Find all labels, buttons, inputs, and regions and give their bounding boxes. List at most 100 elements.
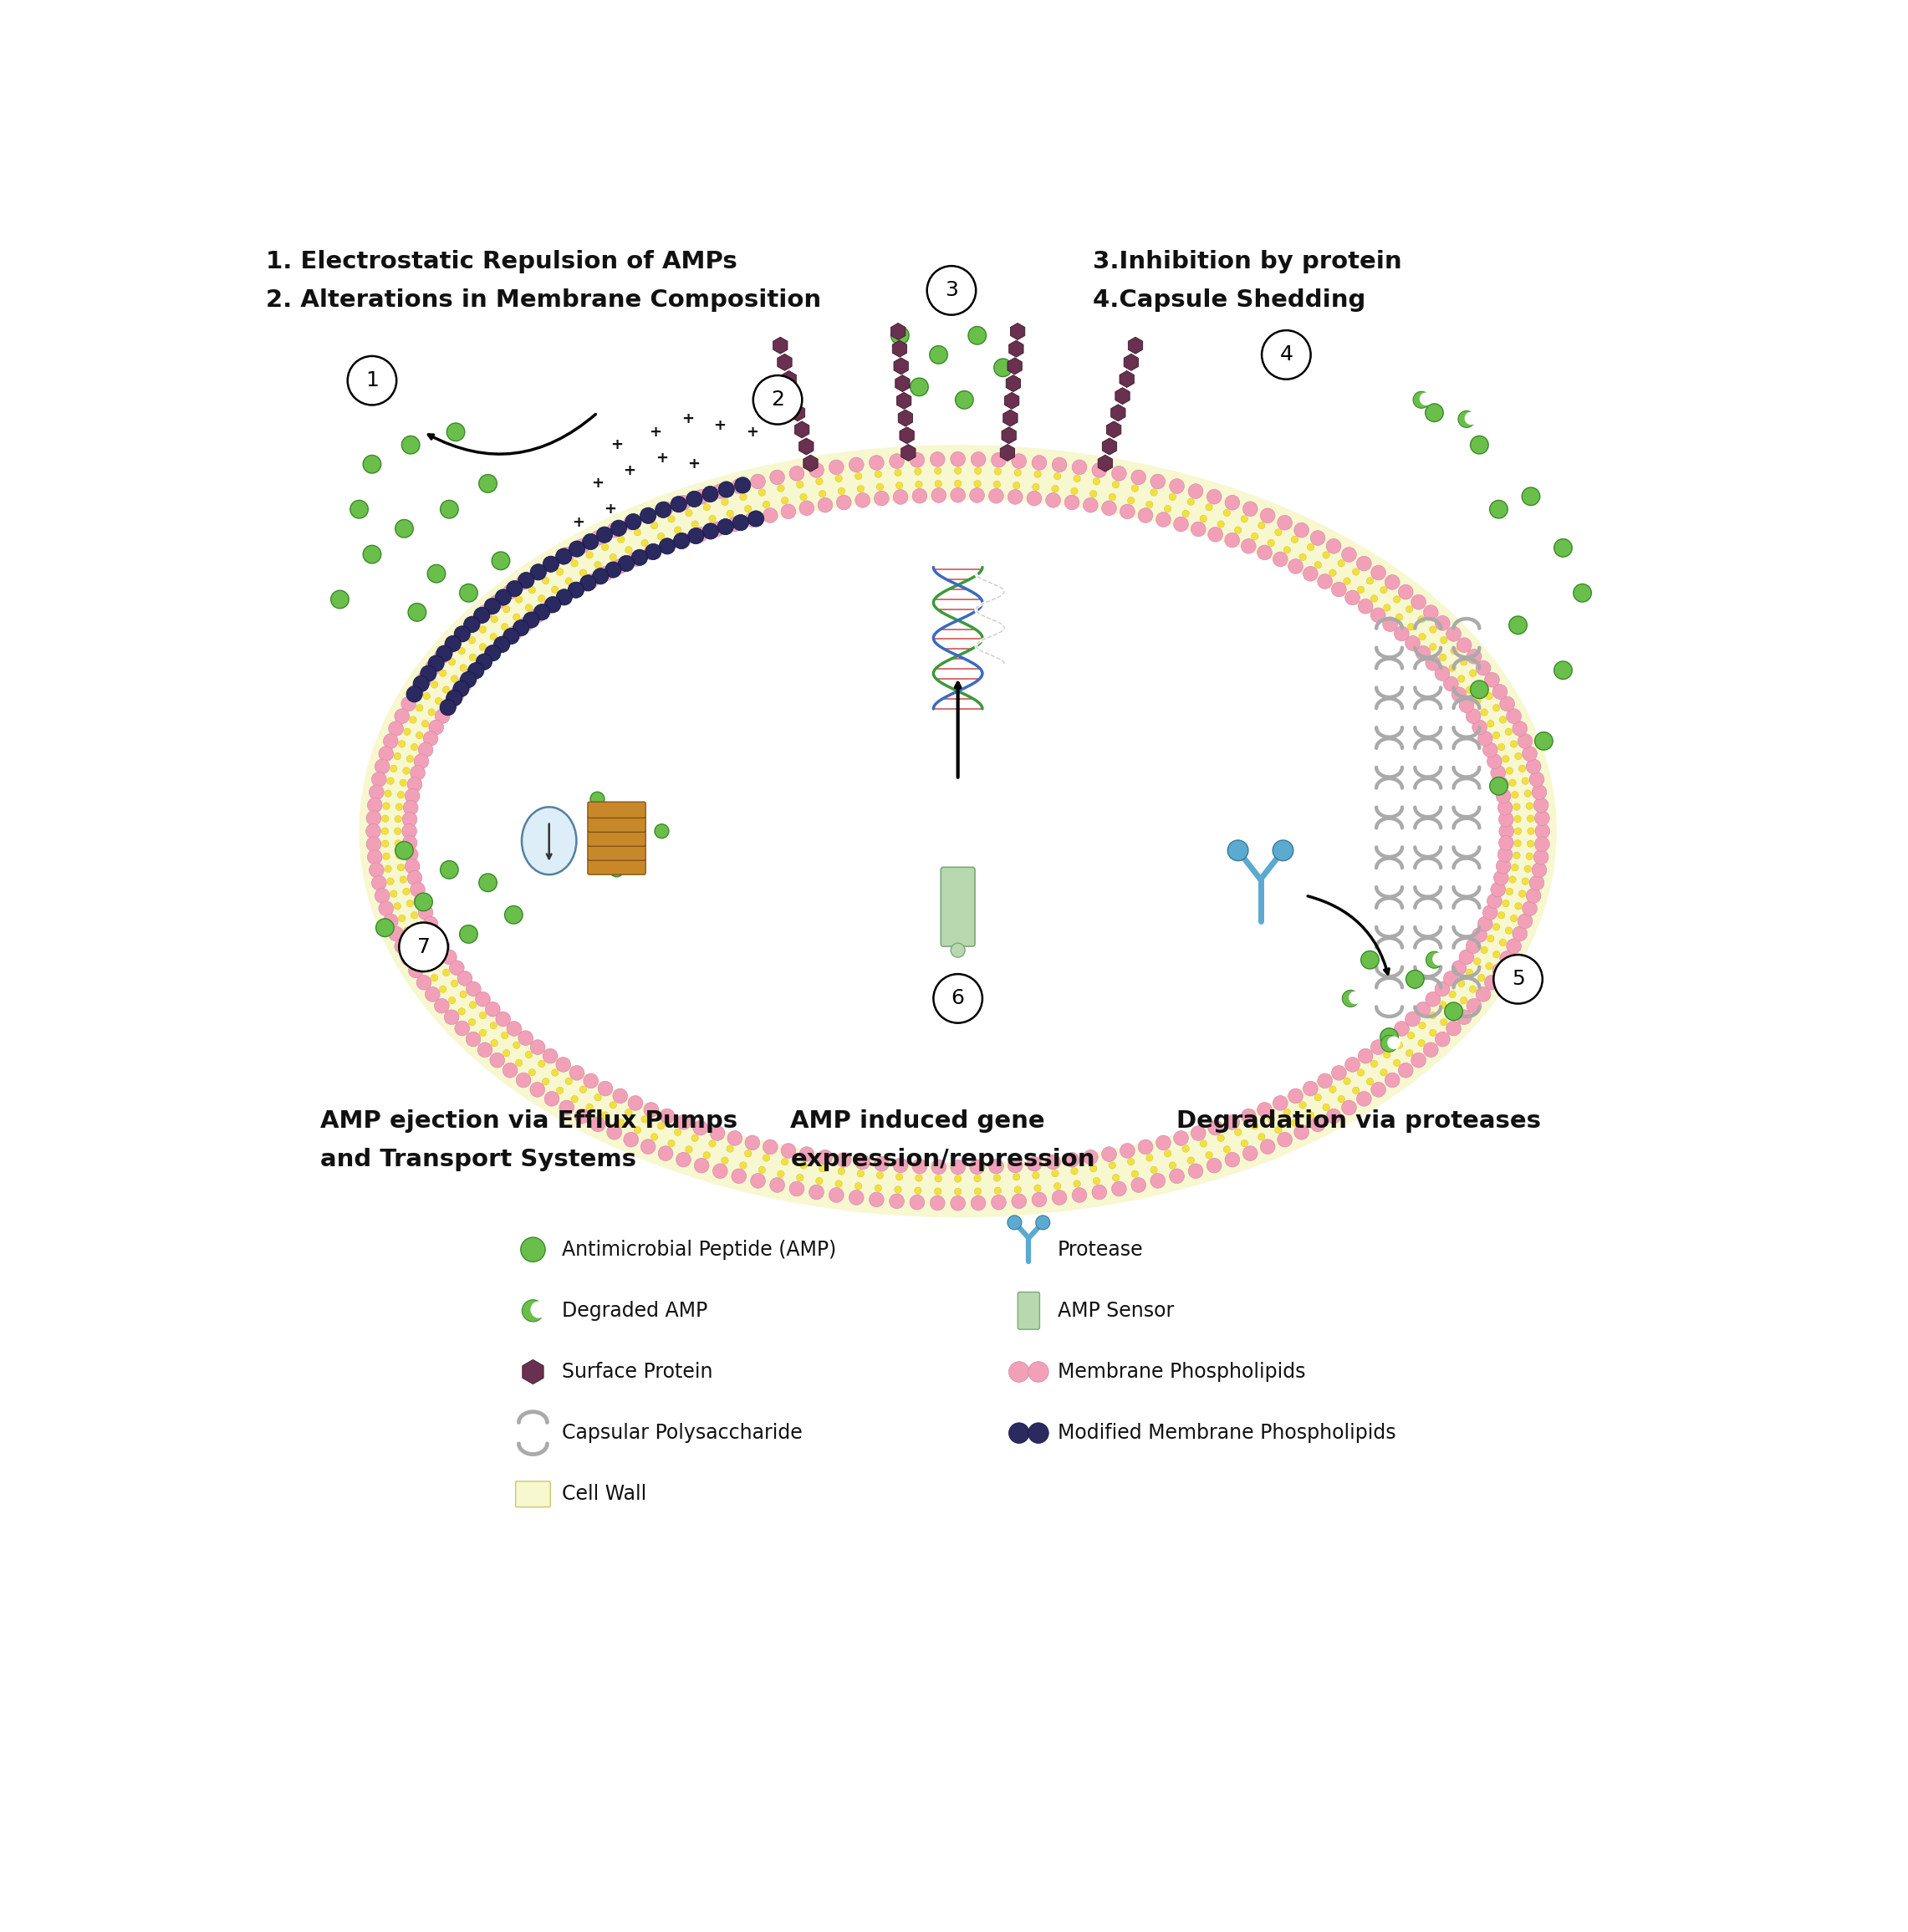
Circle shape xyxy=(597,566,612,582)
Circle shape xyxy=(490,595,504,609)
Circle shape xyxy=(1498,846,1513,862)
Circle shape xyxy=(427,564,445,583)
Circle shape xyxy=(796,1175,803,1180)
Circle shape xyxy=(416,732,424,738)
Circle shape xyxy=(809,1184,824,1200)
Circle shape xyxy=(660,539,675,554)
Circle shape xyxy=(1526,815,1534,823)
Circle shape xyxy=(1553,661,1572,680)
Circle shape xyxy=(1513,925,1526,941)
Circle shape xyxy=(799,500,815,516)
Circle shape xyxy=(1072,1188,1088,1202)
Circle shape xyxy=(1089,1165,1097,1173)
Circle shape xyxy=(1530,773,1544,786)
Polygon shape xyxy=(1006,392,1019,410)
Polygon shape xyxy=(1107,421,1122,439)
Circle shape xyxy=(754,375,801,425)
Circle shape xyxy=(727,1130,742,1146)
Polygon shape xyxy=(796,421,809,439)
Circle shape xyxy=(525,1051,532,1059)
Circle shape xyxy=(544,1049,557,1063)
Text: expression/repression: expression/repression xyxy=(790,1148,1095,1171)
Circle shape xyxy=(1091,464,1107,477)
Text: +: + xyxy=(591,475,603,491)
Circle shape xyxy=(1267,539,1275,547)
Circle shape xyxy=(469,1001,477,1009)
Circle shape xyxy=(1416,1003,1431,1016)
Circle shape xyxy=(1341,547,1357,562)
Circle shape xyxy=(1381,1036,1399,1051)
Circle shape xyxy=(799,493,807,500)
Circle shape xyxy=(1526,802,1532,810)
Circle shape xyxy=(1534,811,1549,825)
Circle shape xyxy=(542,578,550,583)
Polygon shape xyxy=(782,371,796,388)
Circle shape xyxy=(404,927,410,933)
Circle shape xyxy=(485,645,500,661)
Circle shape xyxy=(410,717,416,723)
Circle shape xyxy=(466,616,481,630)
Circle shape xyxy=(1151,473,1166,489)
Circle shape xyxy=(1420,392,1433,406)
Circle shape xyxy=(389,891,397,896)
Circle shape xyxy=(1109,493,1116,500)
Circle shape xyxy=(763,1140,778,1153)
Circle shape xyxy=(1206,489,1221,504)
Polygon shape xyxy=(895,375,910,392)
Circle shape xyxy=(1460,697,1473,713)
Circle shape xyxy=(633,1126,641,1134)
Circle shape xyxy=(1479,680,1484,688)
Circle shape xyxy=(530,1082,546,1097)
Circle shape xyxy=(1353,1088,1360,1094)
Circle shape xyxy=(424,916,439,931)
Circle shape xyxy=(1009,1362,1028,1381)
Circle shape xyxy=(502,1032,508,1039)
Circle shape xyxy=(580,570,586,576)
Circle shape xyxy=(1156,1136,1172,1150)
Circle shape xyxy=(1490,500,1507,518)
Circle shape xyxy=(454,1020,469,1036)
Polygon shape xyxy=(790,404,805,421)
Ellipse shape xyxy=(359,444,1557,1217)
Circle shape xyxy=(611,520,626,537)
Circle shape xyxy=(448,997,456,1005)
Circle shape xyxy=(452,680,469,697)
Circle shape xyxy=(950,1196,965,1211)
Circle shape xyxy=(1170,1161,1175,1169)
Circle shape xyxy=(422,721,429,726)
Circle shape xyxy=(1307,1111,1315,1119)
Circle shape xyxy=(427,655,445,672)
Circle shape xyxy=(466,981,481,997)
Circle shape xyxy=(490,1053,504,1068)
Circle shape xyxy=(612,1088,628,1103)
Circle shape xyxy=(1446,1020,1462,1036)
Circle shape xyxy=(1131,469,1147,485)
Circle shape xyxy=(389,765,397,773)
Circle shape xyxy=(416,951,424,958)
Circle shape xyxy=(395,842,414,860)
Circle shape xyxy=(1414,392,1429,408)
Polygon shape xyxy=(1116,388,1130,404)
Text: Membrane Phospholipids: Membrane Phospholipids xyxy=(1057,1362,1305,1381)
Circle shape xyxy=(769,469,784,485)
Circle shape xyxy=(1225,495,1240,510)
Circle shape xyxy=(515,576,530,589)
Circle shape xyxy=(975,1188,981,1196)
Circle shape xyxy=(935,1188,941,1196)
Circle shape xyxy=(744,1150,752,1157)
Circle shape xyxy=(513,614,521,620)
Circle shape xyxy=(1206,1151,1213,1159)
Circle shape xyxy=(494,636,509,653)
Circle shape xyxy=(910,452,925,468)
Circle shape xyxy=(443,697,456,713)
Circle shape xyxy=(401,697,416,711)
Polygon shape xyxy=(1128,336,1143,354)
Circle shape xyxy=(1534,850,1549,864)
Circle shape xyxy=(450,674,458,682)
Circle shape xyxy=(1326,539,1341,554)
Text: +: + xyxy=(687,456,700,471)
Text: +: + xyxy=(746,425,757,440)
Circle shape xyxy=(1112,466,1126,481)
Circle shape xyxy=(1011,1194,1027,1209)
Circle shape xyxy=(1208,527,1223,541)
